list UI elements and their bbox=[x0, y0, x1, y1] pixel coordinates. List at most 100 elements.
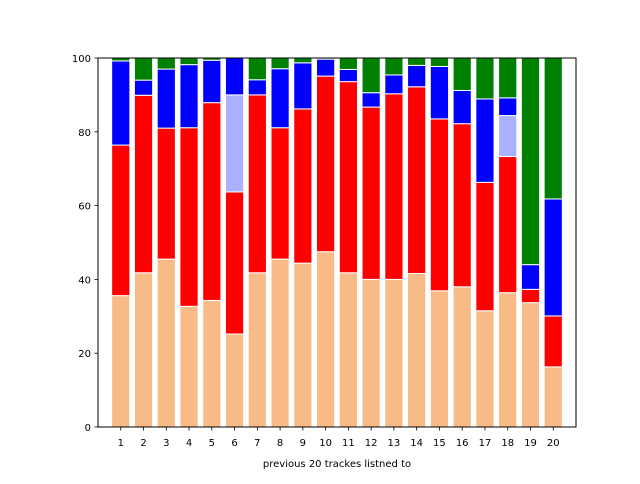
bar-segment-20-s5 bbox=[543, 57, 563, 200]
x-tick-label: 15 bbox=[433, 438, 446, 449]
y-tick-label: 100 bbox=[72, 54, 91, 65]
x-tick-label: 20 bbox=[547, 438, 560, 449]
bar-segment-8-s1 bbox=[270, 258, 290, 428]
x-tick-label: 16 bbox=[456, 438, 469, 449]
bar-segment-9-s2 bbox=[293, 108, 313, 264]
x-tick-label: 8 bbox=[277, 438, 283, 449]
bar-segment-18-s3 bbox=[498, 115, 518, 158]
y-tick-label: 60 bbox=[78, 202, 91, 213]
bar-segment-12-s4 bbox=[361, 92, 381, 108]
bar-segment-4-s4 bbox=[179, 64, 199, 129]
x-tick-label: 14 bbox=[410, 438, 423, 449]
bar-segment-3-s2 bbox=[156, 127, 176, 260]
bar-segment-11-s5 bbox=[338, 57, 358, 70]
x-tick-label: 18 bbox=[501, 438, 514, 449]
bars-layer bbox=[111, 57, 563, 428]
bar-segment-12-s5 bbox=[361, 57, 381, 94]
bar-segment-9-s5 bbox=[293, 57, 313, 64]
bar-segment-2-s2 bbox=[133, 94, 154, 274]
bar-segment-11-s2 bbox=[338, 81, 358, 274]
bar-segment-20-s2 bbox=[543, 315, 563, 368]
bar-segment-4-s2 bbox=[179, 127, 199, 307]
bar-segment-15-s4 bbox=[429, 65, 450, 120]
bar-segment-19-s2 bbox=[520, 288, 541, 304]
bar-segment-17-s1 bbox=[475, 310, 495, 428]
bar-segment-12-s1 bbox=[361, 278, 381, 428]
bar-segment-3-s5 bbox=[156, 57, 176, 70]
bar-segment-2-s1 bbox=[133, 272, 154, 428]
bar-segment-10-s2 bbox=[316, 75, 336, 253]
bar-segment-13-s5 bbox=[384, 57, 404, 76]
x-tick-label: 1 bbox=[118, 438, 124, 449]
bar-segment-13-s4 bbox=[384, 74, 404, 95]
x-tick-label: 19 bbox=[524, 438, 537, 449]
bar-segment-10-s4 bbox=[316, 58, 336, 77]
bar-segment-6-s4 bbox=[224, 57, 245, 96]
x-tick-label: 5 bbox=[209, 438, 215, 449]
bar-segment-11-s4 bbox=[338, 68, 358, 83]
bar-segment-9-s4 bbox=[293, 62, 313, 110]
x-tick-label: 10 bbox=[319, 438, 332, 449]
bar-segment-19-s4 bbox=[520, 264, 541, 290]
bar-segment-3-s4 bbox=[156, 68, 176, 129]
x-tick-label: 2 bbox=[140, 438, 146, 449]
bar-segment-18-s5 bbox=[498, 57, 518, 99]
plot-frame bbox=[97, 57, 577, 428]
bar-segment-13-s2 bbox=[384, 93, 404, 280]
x-tick-label: 17 bbox=[479, 438, 492, 449]
bar-segment-15-s2 bbox=[429, 118, 450, 292]
x-tick-label: 13 bbox=[388, 438, 401, 449]
bar-segment-14-s2 bbox=[407, 86, 427, 274]
bar-segment-19-s5 bbox=[520, 57, 541, 266]
x-tick-label: 11 bbox=[342, 438, 355, 449]
bar-segment-16-s4 bbox=[452, 89, 472, 125]
bar-segment-1-s2 bbox=[111, 144, 131, 297]
bar-segment-6-s2 bbox=[224, 191, 245, 335]
bar-segment-16-s2 bbox=[452, 123, 472, 288]
bar-segment-3-s1 bbox=[156, 258, 176, 428]
bar-segment-6-s1 bbox=[224, 333, 245, 428]
y-tick-label: 80 bbox=[78, 128, 91, 139]
bar-segment-8-s5 bbox=[270, 57, 290, 70]
bar-segment-7-s5 bbox=[247, 57, 267, 81]
bar-segment-18-s4 bbox=[498, 97, 518, 117]
x-tick-label: 12 bbox=[365, 438, 378, 449]
bar-segment-2-s4 bbox=[133, 79, 154, 96]
bar-segment-2-s5 bbox=[133, 57, 154, 81]
bar-segment-20-s1 bbox=[543, 366, 563, 428]
bar-segment-9-s1 bbox=[293, 262, 313, 428]
bar-segment-7-s1 bbox=[247, 272, 267, 428]
bar-segment-15-s5 bbox=[429, 57, 450, 67]
x-tick-label: 4 bbox=[186, 438, 192, 449]
bar-segment-18-s1 bbox=[498, 292, 518, 428]
bar-segment-7-s2 bbox=[247, 94, 267, 274]
bar-segment-5-s1 bbox=[202, 299, 222, 428]
bar-segment-10-s1 bbox=[316, 251, 336, 428]
bar-segment-18-s2 bbox=[498, 156, 518, 294]
bar-segment-16-s1 bbox=[452, 286, 472, 428]
bar-segment-20-s4 bbox=[543, 198, 563, 317]
y-tick-label: 40 bbox=[78, 275, 91, 286]
x-tick-label: 6 bbox=[231, 438, 237, 449]
bar-segment-15-s1 bbox=[429, 290, 450, 428]
bar-segment-1-s1 bbox=[111, 295, 131, 428]
x-tick-label: 9 bbox=[300, 438, 306, 449]
bar-segment-6-s3 bbox=[224, 94, 245, 193]
bar-segment-12-s2 bbox=[361, 106, 381, 280]
x-tick-label: 7 bbox=[254, 438, 260, 449]
y-tick-label: 20 bbox=[78, 349, 91, 360]
bar-segment-14-s1 bbox=[407, 272, 427, 428]
bar-segment-4-s5 bbox=[179, 57, 199, 66]
x-tick-label: 3 bbox=[163, 438, 169, 449]
x-axis-label: previous 20 trackes listned to bbox=[263, 459, 411, 470]
x-axis: 1 2 3 4 5 6 7 8 9 10 11 12 13 14 15 16 17 18 19 20 bbox=[118, 427, 560, 449]
bar-segment-17-s2 bbox=[475, 181, 495, 312]
bar-segment-4-s1 bbox=[179, 305, 199, 428]
bar-segment-17-s4 bbox=[475, 98, 495, 183]
bar-segment-16-s5 bbox=[452, 57, 472, 91]
bar-segment-8-s4 bbox=[270, 68, 290, 129]
bar-segment-5-s4 bbox=[202, 59, 222, 104]
bar-segment-5-s2 bbox=[202, 102, 222, 301]
